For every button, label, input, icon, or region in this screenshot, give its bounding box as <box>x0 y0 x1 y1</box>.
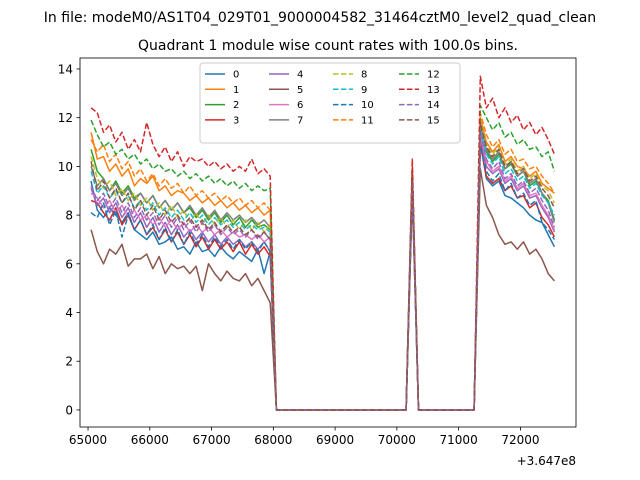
y-axis: 0 2 4 6 8 10 12 14 <box>58 62 80 417</box>
x-tick-label: 71000 <box>440 433 478 447</box>
y-tick-label: 6 <box>65 257 73 271</box>
legend-label-5: 5 <box>297 85 303 96</box>
legend-label-1: 1 <box>233 85 239 96</box>
x-tick-label: 72000 <box>501 433 539 447</box>
legend-label-9: 9 <box>361 85 367 96</box>
legend-label-8: 8 <box>361 70 367 81</box>
series-line-6 <box>90 133 556 411</box>
legend-label-11: 11 <box>361 115 374 126</box>
legend-label-6: 6 <box>297 100 303 111</box>
x-tick-label: 67000 <box>192 433 230 447</box>
y-tick-label: 10 <box>58 160 73 174</box>
plot-frame <box>79 57 577 428</box>
legend-label-2: 2 <box>233 100 239 111</box>
x-axis: 65000 66000 67000 68000 69000 70000 71000 72000 <box>69 427 540 447</box>
legend-label-12: 12 <box>427 70 440 81</box>
legend-label-10: 10 <box>361 100 374 111</box>
x-tick-label: 69000 <box>316 433 354 447</box>
legend-label-7: 7 <box>297 115 303 126</box>
series-line-4 <box>90 136 556 411</box>
chart-title: Quadrant 1 module wise count rates with … <box>138 38 518 54</box>
y-tick-label: 8 <box>65 209 73 223</box>
series-line-3 <box>90 143 556 411</box>
y-tick-label: 14 <box>58 62 73 76</box>
x-tick-label: 65000 <box>69 433 107 447</box>
legend-label-3: 3 <box>233 115 239 126</box>
y-tick-label: 0 <box>65 403 73 417</box>
x-tick-label: 68000 <box>254 433 292 447</box>
x-tick-label: 66000 <box>131 433 169 447</box>
chart-suptitle: In file: modeM0/AS1T04_029T01_9000004582… <box>44 10 596 26</box>
legend-label-13: 13 <box>427 85 440 96</box>
y-tick-label: 2 <box>65 355 73 369</box>
y-tick-label: 12 <box>58 111 73 125</box>
legend-label-4: 4 <box>297 70 303 81</box>
series-line-0 <box>90 141 556 411</box>
y-tick-label: 4 <box>65 306 73 320</box>
series-line-10 <box>90 146 556 411</box>
legend-label-14: 14 <box>427 100 440 111</box>
x-offset-text: +3.647e8 <box>517 454 576 468</box>
x-tick-label: 70000 <box>378 433 416 447</box>
series-line-15 <box>90 121 556 411</box>
series-lines <box>90 75 556 411</box>
legend-label-0: 0 <box>233 70 239 81</box>
legend-box <box>199 62 461 144</box>
legend-label-15: 15 <box>427 115 440 126</box>
series-line-8 <box>90 119 556 411</box>
